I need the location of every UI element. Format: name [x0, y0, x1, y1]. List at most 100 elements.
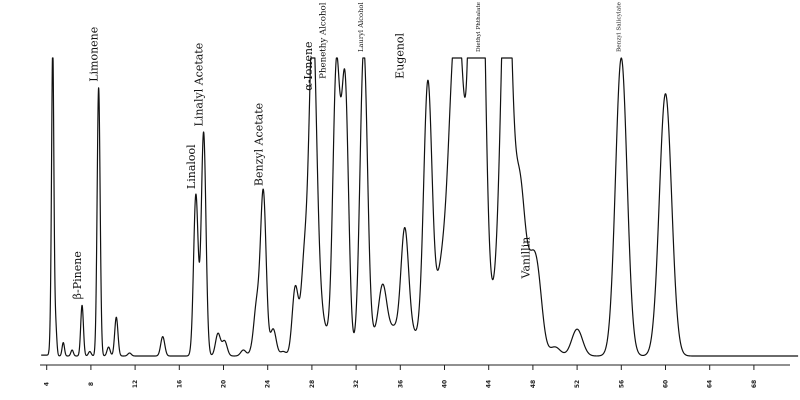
peak-annotation-10: Vanillin — [520, 237, 533, 280]
x-tick-label-28: 28 — [309, 380, 316, 388]
peak-apex-40 — [412, 340, 415, 343]
peak-apex-21 — [282, 350, 285, 353]
peak-apex-31 — [344, 86, 347, 89]
peak-apex-1 — [51, 57, 54, 60]
peak-apex-61 — [536, 283, 539, 286]
peak-apex-51 — [479, 57, 482, 60]
x-tick-label-16: 16 — [176, 380, 183, 388]
peak-apex-63 — [576, 328, 579, 331]
peak-apex-39 — [403, 229, 406, 232]
peak-apex-11 — [161, 335, 164, 338]
peak-apex-55 — [503, 223, 506, 226]
peak-apex-45 — [447, 286, 450, 289]
peak-apex-52 — [483, 310, 486, 313]
x-tick-label-20: 20 — [221, 380, 228, 388]
x-tick-label-68: 68 — [751, 380, 758, 388]
x-tick-label-52: 52 — [574, 380, 581, 388]
chromatogram-trace — [40, 57, 799, 357]
peak-apex-8 — [107, 346, 110, 349]
x-tick-label-4: 4 — [44, 382, 51, 386]
peak-apex-14 — [216, 332, 219, 335]
annotation-layer: β-Pinene Limonene Linalool Linalyl Acetate B… — [71, 1, 622, 299]
peak-apex-0 — [50, 323, 53, 326]
peak-annotation-7: Lauryl Alcohol — [357, 2, 365, 52]
peak-apex-32 — [358, 340, 361, 343]
peak-apex-7 — [97, 86, 100, 89]
peak-annotation-11: Benzyl Salicylate — [616, 2, 622, 52]
peak-apex-28 — [327, 343, 330, 346]
x-tick-label-44: 44 — [486, 380, 493, 388]
peak-annotation-6: Phenethy Alcohol — [318, 2, 328, 79]
peak-apex-49 — [471, 57, 474, 60]
peak-annotation-4: Benzyl Acetate — [252, 103, 265, 186]
peak-apex-16 — [242, 349, 245, 352]
x-tick-label-60: 60 — [663, 380, 670, 388]
peak-apex-57 — [512, 325, 515, 328]
peak-apex-24 — [308, 271, 311, 274]
peak-apex-37 — [387, 337, 390, 340]
x-tick-label-8: 8 — [88, 382, 95, 386]
peak-apex-23 — [303, 268, 306, 271]
peak-apex-13 — [202, 131, 205, 134]
peak-apex-20 — [272, 328, 275, 331]
x-tick-label-40: 40 — [442, 380, 449, 388]
peak-apex-30 — [338, 334, 341, 337]
x-tick-label-48: 48 — [530, 380, 537, 388]
peak-apex-59 — [524, 331, 527, 334]
peak-apex-44 — [442, 295, 445, 298]
peak-annotation-3: Linalyl Acetate — [193, 43, 206, 127]
x-tick-label-32: 32 — [353, 380, 360, 388]
peak-apex-25 — [312, 95, 315, 98]
peak-apex-38 — [393, 334, 396, 337]
peak-apex-41 — [420, 343, 423, 346]
peak-apex-10 — [128, 352, 131, 355]
peak-apex-53 — [491, 331, 494, 334]
peak-annotation-8: Eugenol — [394, 32, 407, 78]
peak-apex-46 — [452, 164, 455, 167]
trace-layer — [40, 57, 799, 357]
peak-apex-15 — [223, 340, 226, 343]
peak-apex-29 — [335, 83, 338, 86]
peak-apex-42 — [426, 86, 429, 89]
peak-annotation-0: β-Pinene — [71, 251, 84, 299]
peak-apex-26 — [316, 280, 319, 283]
x-axis: 4 8 12 16 20 24 28 32 36 40 44 48 52 56 60 64 68 — [40, 364, 790, 388]
peak-apex-36 — [381, 295, 384, 298]
peak-apex-58 — [518, 211, 521, 214]
peak-apex-17 — [251, 350, 254, 353]
peak-apex-48 — [462, 319, 465, 322]
peak-apex-4 — [71, 349, 74, 352]
peak-apex-6 — [88, 350, 91, 353]
peak-apex-65 — [664, 92, 667, 95]
peak-annotation-5: α-Ionene — [302, 41, 315, 90]
peak-apex-35 — [376, 340, 379, 343]
peak-apex-54 — [497, 310, 500, 313]
peak-apex-60 — [529, 304, 532, 307]
peak-apex-34 — [369, 343, 372, 346]
peak-apex-56 — [506, 57, 509, 60]
peak-apex-18 — [255, 307, 258, 310]
peak-apex-19 — [262, 191, 265, 194]
peak-annotation-9: Diethyl Phthalate — [476, 1, 482, 52]
peak-apex-22 — [294, 286, 297, 289]
x-tick-label-36: 36 — [397, 380, 404, 388]
x-tick-label-12: 12 — [132, 380, 139, 388]
peak-apex-64 — [620, 57, 623, 60]
peak-apex-2 — [54, 322, 57, 325]
x-tick-label-24: 24 — [265, 380, 272, 388]
x-tick-label-56: 56 — [618, 380, 625, 388]
peak-apex-12 — [194, 194, 197, 197]
peak-apex-47 — [458, 131, 461, 134]
peak-annotation-2: Linalool — [185, 144, 198, 189]
peak-apex-5 — [81, 304, 84, 307]
peak-apex-9 — [115, 316, 118, 319]
peak-apex-3 — [62, 341, 65, 344]
peak-annotation-1: Limonene — [88, 27, 101, 82]
peak-apex-50 — [475, 57, 478, 60]
peak-apex-62 — [554, 346, 557, 349]
x-tick-label-64: 64 — [707, 380, 714, 388]
peak-apex-33 — [362, 57, 365, 60]
peak-apex-43 — [436, 316, 439, 319]
peak-apex-27 — [321, 331, 324, 334]
